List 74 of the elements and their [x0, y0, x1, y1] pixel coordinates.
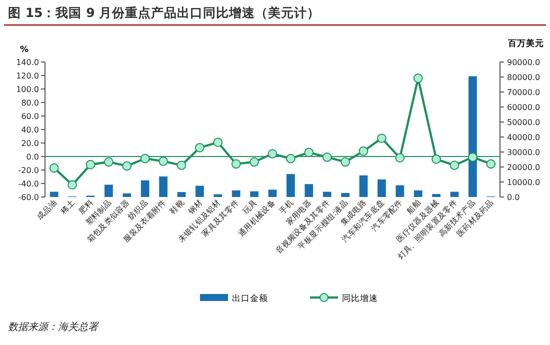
point	[140, 154, 150, 164]
y2-tick-label: 40000.0	[507, 133, 540, 142]
bar	[322, 192, 332, 197]
y2-tick-label: 50000.0	[507, 118, 540, 127]
point	[176, 160, 186, 170]
legend-label: 出口金额	[232, 293, 268, 304]
chart-title: 图 15：我国 9 月份重点产品出口同比增速（美元计）	[8, 5, 320, 20]
y2-tick-label: 60000.0	[507, 103, 540, 112]
y-tick-label: -40.0	[18, 180, 39, 188]
bar	[159, 176, 168, 197]
bar	[50, 192, 58, 197]
y-tick-label: 40.0	[21, 126, 39, 134]
y-tick-label: -20.0	[18, 166, 39, 175]
bar	[304, 184, 314, 197]
bar	[341, 192, 350, 197]
y2-tick-label: 90000.0	[507, 58, 540, 67]
point	[450, 160, 460, 170]
point	[304, 148, 314, 158]
bar	[232, 190, 240, 197]
y2-tick-label: 30000.0	[507, 148, 540, 157]
y-tick-label: 60.0	[21, 112, 39, 121]
y2-tick-label: 20000.0	[507, 163, 540, 172]
bar	[140, 180, 150, 197]
point	[158, 156, 168, 166]
bar	[196, 186, 204, 197]
y-tick-label: 80.0	[21, 98, 39, 108]
bar	[286, 174, 295, 197]
point	[432, 154, 441, 164]
y2-tick-label: 70000.0	[507, 88, 540, 97]
y-axis-title: %	[20, 45, 29, 55]
point	[213, 138, 223, 148]
y-tick-label: -60.0	[18, 193, 39, 202]
point	[49, 163, 59, 173]
point	[195, 143, 204, 152]
source-note: 数据来源：海关总署	[8, 321, 99, 333]
point	[395, 153, 405, 163]
point	[268, 149, 278, 158]
bar	[414, 190, 422, 197]
bar	[359, 175, 368, 197]
bar	[177, 192, 186, 197]
y-tick-label: 0.0	[26, 152, 39, 162]
bar	[396, 185, 404, 197]
point	[377, 134, 386, 143]
y2-tick-label: 80000.0	[507, 73, 540, 82]
point	[340, 157, 350, 167]
bar	[450, 192, 459, 197]
y-tick-label: 20.0	[21, 139, 39, 148]
point	[86, 160, 96, 170]
point	[286, 154, 296, 164]
bar	[432, 194, 440, 197]
bar	[214, 194, 222, 197]
bar	[468, 76, 477, 197]
point	[322, 152, 332, 162]
point	[413, 74, 423, 83]
point	[104, 157, 114, 167]
y2-tick-label: 10000.0	[507, 178, 540, 187]
y2-axis-title: 百万美元	[507, 38, 544, 49]
bar	[378, 179, 386, 197]
point	[68, 180, 77, 190]
bar	[104, 184, 113, 197]
point	[250, 157, 259, 167]
y-tick-label: 100.0	[16, 85, 39, 94]
y-tick-label: 120.0	[16, 72, 39, 80]
point	[358, 146, 368, 156]
bar	[250, 191, 258, 197]
bar	[268, 190, 277, 197]
bar	[122, 193, 132, 197]
point	[122, 161, 132, 171]
y2-tick-label: 0.0	[507, 193, 520, 202]
y-tick-label: 140.0	[16, 58, 39, 67]
point	[231, 159, 241, 169]
point	[486, 159, 496, 169]
legend-label: 同比增速	[342, 293, 378, 304]
point	[468, 152, 478, 162]
